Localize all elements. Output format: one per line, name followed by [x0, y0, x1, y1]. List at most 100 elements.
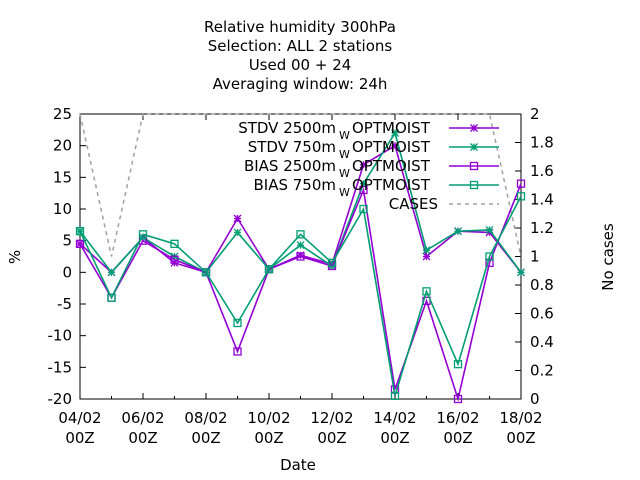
x-tick-label-hour: 00Z	[506, 429, 535, 447]
y2-tick-label: 1.4	[530, 191, 554, 209]
title-line: Relative humidity 300hPa	[204, 18, 396, 36]
data-point	[485, 252, 494, 261]
title-line: Used 00 + 24	[249, 56, 352, 74]
y-tick-label: 20	[53, 137, 72, 155]
data-point	[201, 268, 211, 277]
x-tick-label-hour: 00Z	[380, 429, 409, 447]
y2-tick-label: 1	[530, 248, 540, 266]
y-tick-label: 10	[53, 200, 72, 218]
data-point	[296, 252, 305, 261]
data-point	[516, 179, 526, 188]
x-tick-label: 14/02	[373, 409, 416, 427]
y2-axis-title: No cases	[599, 223, 617, 291]
x-tick-label: 10/02	[247, 409, 290, 427]
x-tick-label: 18/02	[499, 409, 542, 427]
data-point	[485, 225, 494, 234]
x-tick-label: 16/02	[436, 409, 479, 427]
x-tick-label-hour: 00Z	[65, 429, 94, 447]
x-tick-label: 08/02	[184, 409, 227, 427]
series-cases	[79, 113, 522, 257]
legend-suffix: OPTMOIST	[352, 138, 431, 156]
y-axis-title: %	[6, 250, 24, 264]
y-tick-label: 0	[62, 263, 72, 281]
series-bias-750m	[75, 192, 526, 400]
axes: -20 -15 -10 -5 0 5 10 15 20 25 0 0.2 0.4 0.6 0.8 1 1.2 1.…	[48, 105, 554, 447]
y2-tick-label: 0	[530, 390, 540, 408]
data-point	[138, 230, 148, 239]
data-point	[390, 391, 400, 400]
data-point	[264, 265, 274, 274]
x-tick-label-hour: 00Z	[191, 429, 220, 447]
legend-label: CASES	[389, 195, 438, 213]
y2-tick-label: 0.4	[530, 333, 554, 351]
y2-tick-label: 1.6	[530, 162, 554, 180]
legend-label: BIAS 2500m	[244, 157, 336, 175]
legend-marker	[470, 143, 478, 151]
x-tick-label-hour: 00Z	[317, 429, 346, 447]
data-point	[233, 214, 242, 223]
y2-tick-label: 1.2	[530, 219, 554, 237]
y2-tick-label: 0.8	[530, 276, 554, 294]
x-tick-label: 04/02	[58, 409, 101, 427]
legend-subscript: W	[339, 148, 350, 161]
data-point	[453, 394, 463, 404]
data-point	[296, 230, 305, 239]
x-tick-label-hour: 00Z	[254, 429, 283, 447]
legend-label: BIAS 750m	[253, 176, 336, 194]
data-point	[422, 287, 431, 296]
data-point	[359, 185, 368, 195]
data-point	[359, 160, 368, 169]
data-point	[516, 192, 526, 201]
y-tick-label: -10	[48, 327, 73, 345]
series-bias-2500m	[75, 179, 526, 404]
data-point	[107, 293, 116, 302]
legend-suffix: OPTMOIST	[352, 119, 431, 137]
data-point	[233, 318, 242, 328]
title-line: Selection: ALL 2 stations	[208, 37, 393, 55]
data-point	[233, 347, 242, 356]
legend-marker	[470, 124, 478, 132]
series-line	[79, 183, 522, 403]
legend-suffix: OPTMOIST	[352, 157, 431, 175]
data-point	[327, 258, 337, 267]
data-point	[75, 227, 85, 236]
plot-area	[75, 113, 526, 404]
y-tick-label: 5	[62, 232, 72, 250]
legend-suffix: OPTMOIST	[352, 176, 431, 194]
data-point	[75, 239, 85, 248]
data-point	[170, 255, 179, 264]
data-point	[422, 246, 431, 255]
data-point	[517, 268, 525, 277]
x-axis-title: Date	[280, 456, 316, 474]
y2-tick-label: 0.2	[530, 362, 554, 380]
title-line: Averaging window: 24h	[213, 75, 388, 93]
legend-subscript: W	[339, 186, 350, 199]
legend-marker	[469, 180, 479, 190]
legend-label: STDV 750m	[248, 138, 336, 156]
y2-tick-label: 2	[530, 105, 540, 123]
legend-label: STDV 2500m	[238, 119, 336, 137]
data-point	[233, 228, 242, 237]
x-tick-label: 12/02	[310, 409, 353, 427]
y2-tick-label: 0.6	[530, 305, 554, 323]
y-tick-label: 25	[53, 105, 72, 123]
series-line	[79, 195, 522, 397]
y-tick-label: 15	[53, 168, 72, 186]
data-point	[422, 252, 431, 261]
y-tick-label: -5	[57, 295, 72, 313]
data-point	[454, 227, 462, 236]
legend-subscript: W	[339, 129, 350, 142]
data-point	[107, 268, 116, 277]
y-tick-label: -20	[48, 390, 73, 408]
data-point	[359, 204, 368, 214]
data-point	[453, 360, 463, 369]
data-point	[170, 239, 179, 248]
series-line	[79, 113, 522, 257]
data-point	[391, 129, 399, 137]
legend-subscript: W	[339, 167, 350, 180]
legend-marker	[469, 161, 479, 171]
y2-tick-label: 1.8	[530, 134, 554, 152]
